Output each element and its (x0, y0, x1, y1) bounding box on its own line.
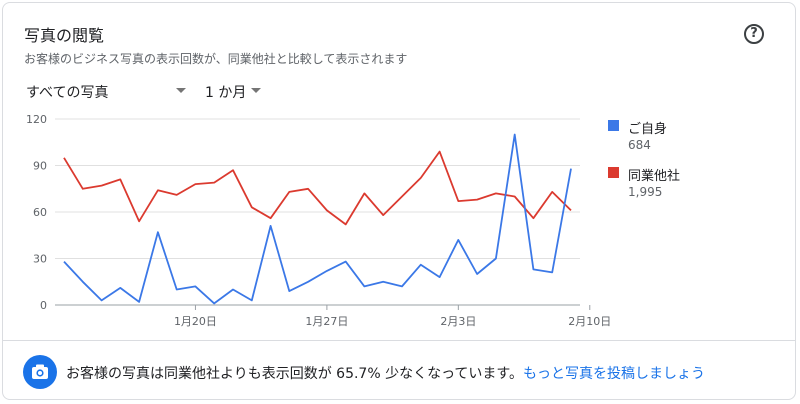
card-subtitle: お客様のビジネス写真の表示回数が、同業他社と比較して表示されます (24, 52, 408, 66)
photo-type-dropdown[interactable]: すべての写真 (26, 82, 196, 102)
y-tick-label: 60 (33, 206, 47, 219)
x-tick-label: 1月27日 (305, 315, 348, 328)
footer-message: お客様の写真は同業他社よりも表示回数が 65.7% 少なくなっています。もっと写… (66, 363, 705, 383)
legend-label-self: ご自身 (628, 122, 668, 137)
photo-views-card (2, 2, 796, 400)
legend-swatch-competitors (608, 167, 619, 178)
period-value: 1 か月 (205, 85, 247, 101)
y-tick-label: 90 (33, 160, 47, 173)
x-tick-label: 1月20日 (174, 315, 217, 328)
photo-type-value: すべての写真 (26, 85, 109, 101)
y-tick-label: 0 (40, 299, 47, 312)
add-photos-link[interactable]: もっと写真を投稿しましょう (523, 366, 705, 382)
legend-label-competitors: 同業他社 (628, 169, 681, 184)
y-tick-label: 30 (33, 253, 47, 266)
legend-total-competitors: 1,995 (628, 185, 663, 199)
legend-swatch-self (608, 120, 619, 131)
y-tick-label: 120 (26, 113, 47, 126)
legend-total-self: 684 (628, 138, 651, 152)
chevron-down-icon (176, 88, 186, 93)
footer-comparison-text: お客様の写真は同業他社よりも表示回数が 65.7% 少なくなっています。 (66, 366, 523, 382)
camera-icon (23, 355, 57, 389)
x-tick-label: 2月10日 (568, 315, 611, 328)
chevron-down-icon (251, 88, 261, 93)
help-icon[interactable]: ? (744, 24, 764, 44)
footer-divider (2, 340, 796, 341)
card-title: 写真の閲覧 (24, 26, 105, 45)
series-line-competitors (63, 150, 572, 226)
line-chart: 0 30 60 90 120 1月20日 1月27日 2月3日 2月10日 (26, 113, 611, 328)
period-dropdown[interactable]: 1 か月 (205, 82, 265, 102)
x-tick-label: 2月3日 (440, 315, 476, 328)
series-line-self (63, 133, 572, 305)
